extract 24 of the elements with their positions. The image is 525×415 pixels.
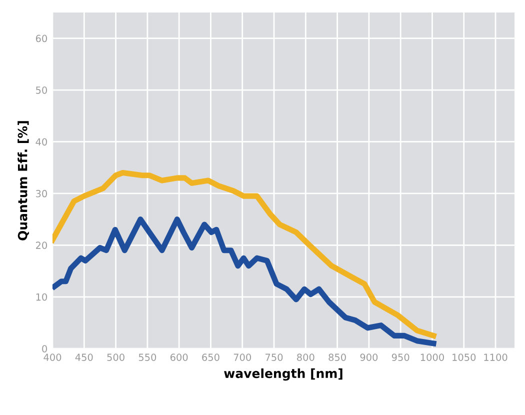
x-tick-label: 550 [138,354,156,361]
x-tick-label: 650 [202,354,220,361]
y-tick-label: 0 [42,345,47,352]
y-tick-label: 50 [36,86,47,94]
x-tick-label: 700 [234,354,251,361]
x-tick-label: 850 [328,354,346,361]
y-axis-title: Quantum Eff. [%] [18,121,29,240]
y-tick-label: 10 [36,293,47,301]
x-tick-label: 950 [392,354,410,361]
x-tick-label: 1100 [484,354,508,361]
y-tick-label: 20 [36,242,47,249]
x-tick-label: 600 [170,354,188,361]
x-tick-label: 400 [44,354,62,361]
x-tick-label: 500 [107,354,124,361]
x-tick-label: 750 [266,354,283,361]
x-tick-label: 450 [75,354,93,361]
y-tick-label: 40 [36,138,47,146]
x-tick-label: 900 [360,354,378,361]
x-axis-title: wavelength [nm] [224,368,342,381]
x-tick-label: 800 [297,354,314,361]
y-tick-label: 60 [36,34,47,42]
y-tick-label: 30 [36,190,47,198]
x-tick-label: 1050 [452,354,476,361]
x-tick-label: 1000 [420,354,444,361]
